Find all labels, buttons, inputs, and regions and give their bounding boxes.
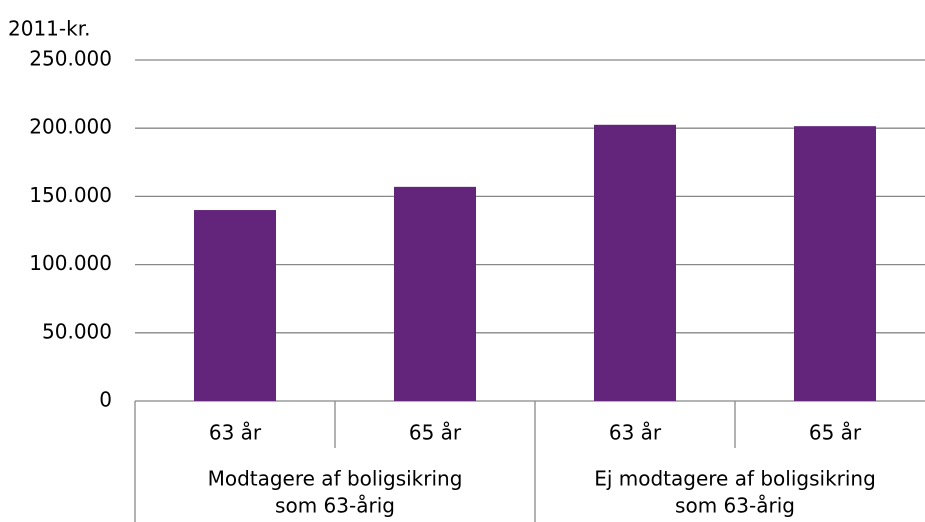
y-tick-label: 250.000 <box>29 47 112 71</box>
group-label: Ej modtagere af boligsikring <box>594 467 876 491</box>
x-tick-label: 65 år <box>409 421 462 445</box>
y-axis-label: 2011-kr. <box>8 17 90 41</box>
bar <box>594 124 676 401</box>
bar <box>794 126 876 402</box>
y-tick-label: 100.000 <box>29 251 112 275</box>
x-tick-label: 63 år <box>209 421 262 445</box>
bar <box>394 186 476 401</box>
x-tick-label: 63 år <box>609 421 662 445</box>
group-label: Modtagere af boligsikring <box>208 467 463 491</box>
y-tick-label: 200.000 <box>29 115 112 139</box>
x-tick-label: 65 år <box>809 421 862 445</box>
y-tick-label: 150.000 <box>29 183 112 207</box>
group-label: som 63-årig <box>275 494 395 518</box>
y-tick-label: 50.000 <box>42 319 112 343</box>
bar <box>194 210 276 401</box>
y-tick-label: 0 <box>99 388 112 412</box>
group-label: som 63-årig <box>675 494 795 518</box>
